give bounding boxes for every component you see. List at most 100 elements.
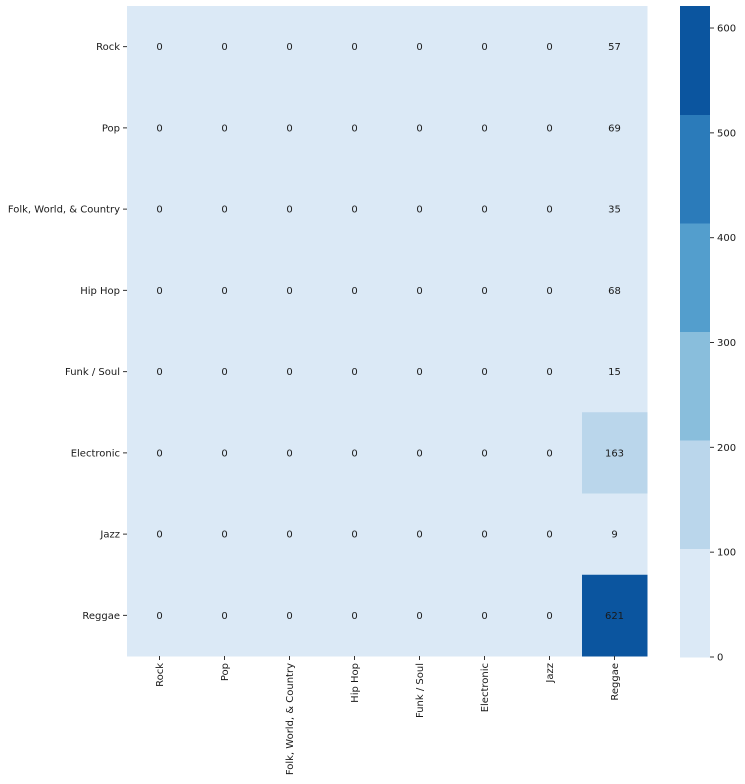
cell-value-label: 0	[351, 367, 357, 378]
heatmap-cell-rock-pop	[192, 6, 258, 88]
heatmap-cell-folk-world-country-electronic	[452, 168, 518, 251]
y-tick-label-jazz: Jazz	[99, 530, 120, 541]
cell-value-label: 0	[221, 611, 227, 622]
colorbar-tick-label: 300	[717, 338, 736, 349]
cell-value-label: 0	[546, 286, 552, 297]
x-tick-label-rock: Rock	[155, 663, 166, 687]
x-tick-label-pop: Pop	[220, 663, 231, 681]
heatmap-cell-hip-hop-folk-world-country	[257, 249, 323, 332]
cell-value-label: 69	[608, 123, 621, 134]
heatmap-cell-hip-hop-funk-soul	[387, 249, 453, 332]
colorbar-tick-label: 600	[717, 24, 736, 35]
heatmap-cell-folk-world-country-reggae	[582, 168, 648, 251]
heatmap-cell-jazz-electronic	[452, 493, 518, 576]
cell-value-label: 0	[221, 123, 227, 134]
heatmap-cell-reggae-funk-soul	[387, 574, 453, 657]
heatmap-cell-hip-hop-reggae	[582, 249, 648, 332]
cell-value-label: 0	[546, 611, 552, 622]
heatmap-cell-jazz-reggae	[582, 493, 648, 576]
cell-value-label: 0	[156, 42, 162, 53]
heatmap-cell-pop-rock	[127, 87, 193, 169]
y-tick-label-electronic: Electronic	[71, 448, 120, 459]
cell-value-label: 0	[416, 448, 422, 459]
cell-value-label: 0	[546, 530, 552, 541]
colorbar-segment	[680, 440, 710, 549]
colorbar-tick-label: 500	[717, 128, 736, 139]
cell-value-label: 0	[351, 530, 357, 541]
cell-value-label: 0	[156, 448, 162, 459]
cell-value-label: 0	[481, 367, 487, 378]
y-tick-label-pop: Pop	[102, 123, 120, 134]
heatmap-cell-jazz-folk-world-country	[257, 493, 323, 576]
colorbar-segment	[680, 331, 710, 441]
colorbar-tick-label: 400	[717, 233, 736, 244]
cell-value-label: 0	[546, 42, 552, 53]
heatmap-cell-pop-hip-hop	[322, 87, 388, 169]
heatmap-cell-pop-jazz	[517, 87, 583, 169]
heatmap-cell-folk-world-country-funk-soul	[387, 168, 453, 251]
cell-value-label: 0	[351, 286, 357, 297]
heatmap-cell-folk-world-country-pop	[192, 168, 258, 251]
heatmap-cell-rock-jazz	[517, 6, 583, 88]
cell-value-label: 0	[481, 448, 487, 459]
heatmap-cell-funk-soul-funk-soul	[387, 331, 453, 413]
heatmap-cell-reggae-reggae	[582, 574, 648, 657]
heatmap-cell-funk-soul-rock	[127, 331, 193, 413]
cell-value-label: 0	[156, 611, 162, 622]
heatmap-cell-electronic-pop	[192, 412, 258, 494]
y-tick-label-reggae: Reggae	[82, 611, 120, 622]
cell-value-label: 0	[416, 286, 422, 297]
colorbar-segment	[680, 114, 710, 224]
colorbar-segment	[680, 6, 710, 115]
heatmap-cell-funk-soul-folk-world-country	[257, 331, 323, 413]
heatmap-cell-funk-soul-reggae	[582, 331, 648, 413]
cell-value-label: 9	[611, 530, 617, 541]
heatmap-cell-funk-soul-jazz	[517, 331, 583, 413]
y-tick-label-hip-hop: Hip Hop	[80, 286, 120, 297]
cell-value-label: 0	[416, 42, 422, 53]
colorbar-segment	[680, 548, 710, 658]
cell-value-label: 0	[286, 611, 292, 622]
heatmap-cell-rock-folk-world-country	[257, 6, 323, 88]
cell-value-label: 0	[416, 367, 422, 378]
x-tick-label-funk-soul: Funk / Soul	[415, 663, 426, 718]
heatmap-cell-labels: 0 0 0 0 0 0 0 57 0 0 0 0 0 0 0 69 0 0 0 0 0 0 0 35 0 0 0 0 0 0 0 68 0 0 0 0…	[156, 42, 624, 622]
cell-value-label: 0	[416, 123, 422, 134]
cell-value-label: 0	[286, 205, 292, 216]
heatmap-cell-hip-hop-pop	[192, 249, 258, 332]
cell-value-label: 0	[286, 367, 292, 378]
heatmap-cell-rock-funk-soul	[387, 6, 453, 88]
cell-value-label: 0	[286, 286, 292, 297]
x-tick-label-electronic: Electronic	[480, 663, 491, 712]
x-tick-label-jazz: Jazz	[545, 663, 556, 684]
cell-value-label: 0	[221, 205, 227, 216]
cell-value-label: 0	[221, 448, 227, 459]
heatmap-cell-pop-reggae	[582, 87, 648, 169]
heatmap-cell-reggae-electronic	[452, 574, 518, 657]
heatmap-cell-jazz-pop	[192, 493, 258, 576]
cell-value-label: 0	[546, 123, 552, 134]
cell-value-label: 0	[221, 530, 227, 541]
cell-value-label: 0	[156, 367, 162, 378]
x-tick-label-hip-hop: Hip Hop	[350, 663, 361, 703]
heatmap-cell-rock-rock	[127, 6, 193, 88]
heatmap-cell-pop-pop	[192, 87, 258, 169]
cell-value-label: 0	[156, 530, 162, 541]
heatmap-cell-electronic-jazz	[517, 412, 583, 494]
heatmap-cell-hip-hop-rock	[127, 249, 193, 332]
cell-value-label: 0	[351, 42, 357, 53]
heatmap-cell-jazz-funk-soul	[387, 493, 453, 576]
heatmap-cell-folk-world-country-rock	[127, 168, 193, 251]
heatmap-cells	[127, 6, 648, 657]
cell-value-label: 0	[351, 205, 357, 216]
heatmap-cell-electronic-funk-soul	[387, 412, 453, 494]
heatmap-cell-pop-funk-soul	[387, 87, 453, 169]
heatmap-cell-jazz-rock	[127, 493, 193, 576]
heatmap-cell-electronic-hip-hop	[322, 412, 388, 494]
heatmap-cell-hip-hop-jazz	[517, 249, 583, 332]
cell-value-label: 0	[481, 123, 487, 134]
y-tick-label-funk-soul: Funk / Soul	[65, 367, 120, 378]
cell-value-label: 0	[221, 367, 227, 378]
cell-value-label: 0	[416, 530, 422, 541]
